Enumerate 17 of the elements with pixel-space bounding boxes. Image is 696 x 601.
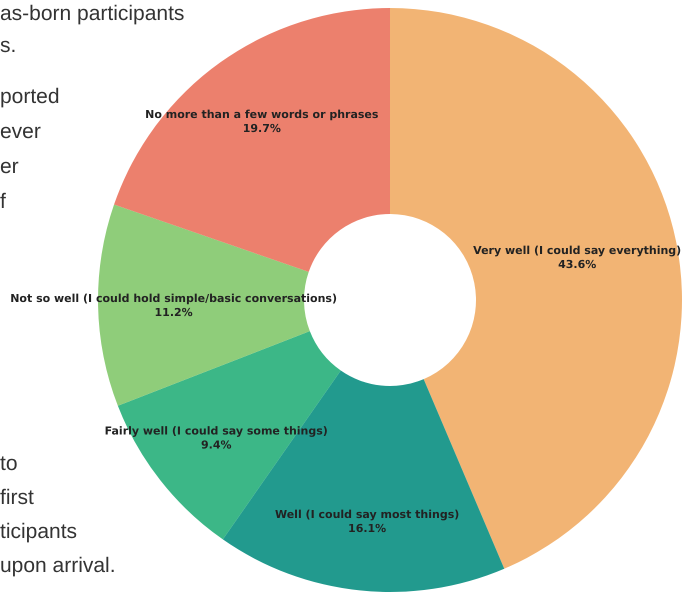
data-label: 43.6% bbox=[558, 258, 596, 271]
slice-label: No more than a few words or phrases bbox=[145, 108, 379, 121]
text: upon arrival. bbox=[0, 554, 116, 577]
data-label: 16.1% bbox=[348, 522, 386, 535]
text: as-born participants bbox=[0, 2, 184, 25]
text: er bbox=[0, 155, 19, 178]
data-label: 11.2% bbox=[154, 306, 193, 320]
slice-label: Well (I could say most things) bbox=[274, 508, 460, 521]
text: to bbox=[0, 452, 18, 475]
text: ported bbox=[0, 85, 60, 108]
text: f bbox=[0, 190, 6, 213]
data-label: 9.4% bbox=[200, 438, 232, 452]
text: ever bbox=[0, 120, 41, 143]
text: first bbox=[0, 486, 34, 509]
text: s. bbox=[0, 34, 16, 57]
data-label: 19.7% bbox=[242, 122, 281, 135]
text: ticipants bbox=[0, 520, 78, 543]
